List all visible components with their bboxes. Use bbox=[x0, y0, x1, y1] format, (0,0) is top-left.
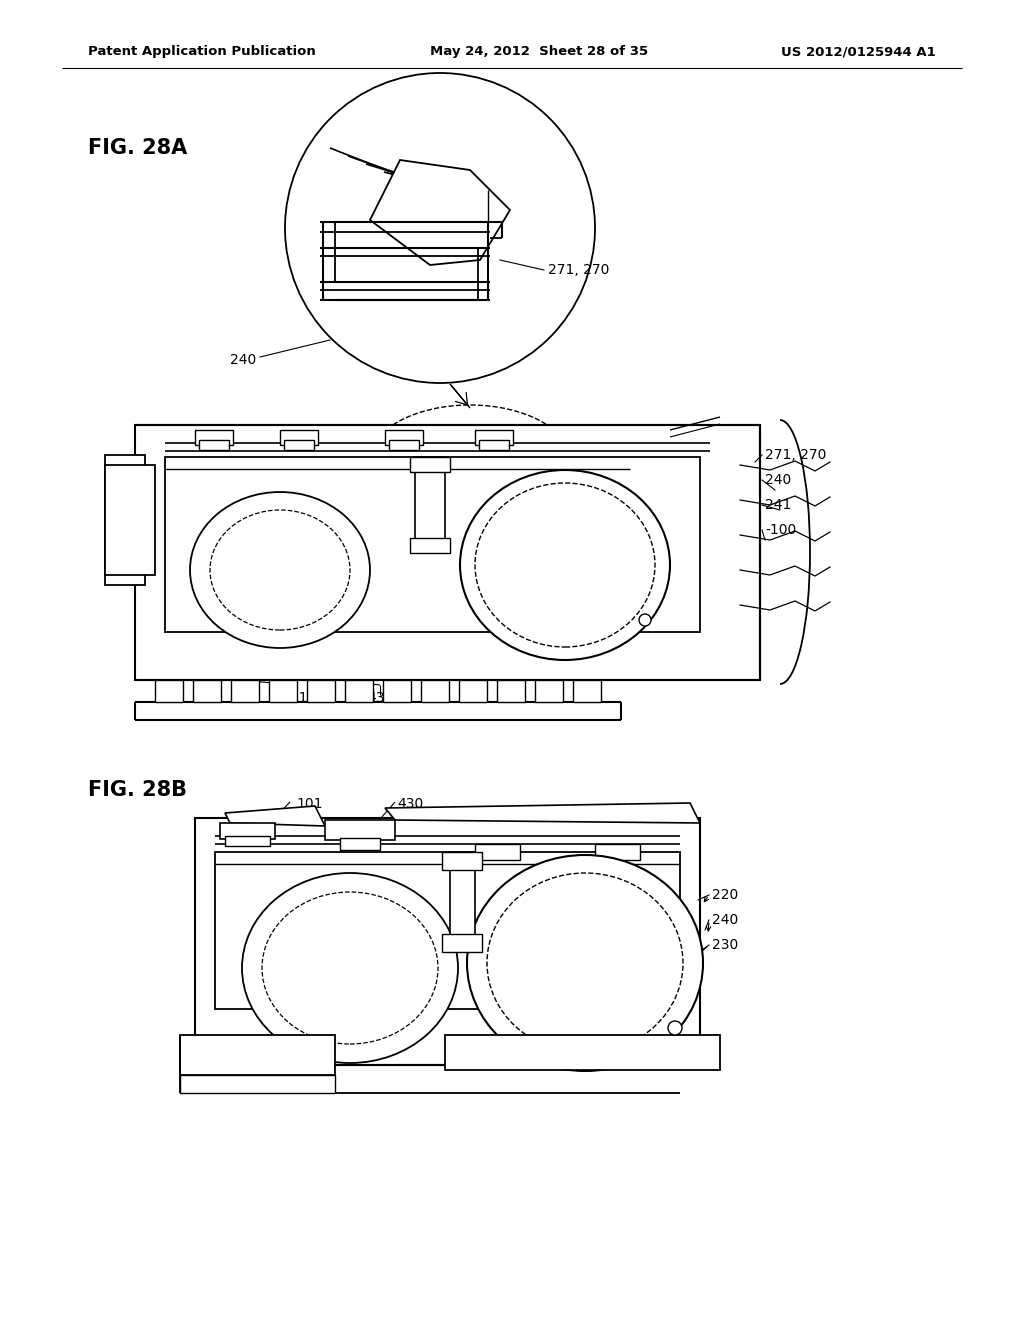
Bar bbox=[595, 843, 640, 861]
Ellipse shape bbox=[285, 73, 595, 383]
Bar bbox=[231, 680, 259, 702]
Text: US 2012/0125944 A1: US 2012/0125944 A1 bbox=[781, 45, 936, 58]
Ellipse shape bbox=[262, 892, 438, 1044]
Ellipse shape bbox=[190, 492, 370, 648]
Ellipse shape bbox=[210, 510, 350, 630]
Bar bbox=[225, 836, 270, 846]
Ellipse shape bbox=[467, 855, 703, 1071]
Bar bbox=[450, 851, 475, 952]
Ellipse shape bbox=[460, 470, 670, 660]
Bar bbox=[442, 935, 482, 952]
Ellipse shape bbox=[487, 873, 683, 1053]
Bar bbox=[193, 680, 221, 702]
Text: 240: 240 bbox=[765, 473, 792, 487]
Ellipse shape bbox=[639, 614, 651, 626]
Bar bbox=[573, 680, 601, 702]
Ellipse shape bbox=[475, 483, 655, 647]
Bar bbox=[284, 440, 314, 450]
Text: May 24, 2012  Sheet 28 of 35: May 24, 2012 Sheet 28 of 35 bbox=[430, 45, 648, 58]
Text: 430: 430 bbox=[397, 797, 423, 810]
Text: 271, 270: 271, 270 bbox=[548, 263, 609, 277]
Text: -100: -100 bbox=[765, 523, 797, 537]
Bar bbox=[220, 822, 275, 840]
Bar bbox=[385, 430, 423, 445]
Polygon shape bbox=[370, 160, 510, 265]
Ellipse shape bbox=[242, 873, 458, 1063]
Bar bbox=[415, 457, 445, 553]
Bar bbox=[497, 680, 525, 702]
Text: 241: 241 bbox=[765, 498, 792, 512]
Bar bbox=[105, 465, 155, 576]
Bar bbox=[325, 820, 395, 840]
Bar bbox=[199, 440, 229, 450]
Bar bbox=[445, 1035, 720, 1071]
Text: 430: 430 bbox=[367, 690, 393, 705]
Bar bbox=[459, 680, 487, 702]
Bar bbox=[345, 680, 373, 702]
Bar bbox=[410, 539, 450, 553]
Bar bbox=[410, 457, 450, 473]
Bar bbox=[165, 457, 700, 632]
Text: FIG. 28B: FIG. 28B bbox=[88, 780, 187, 800]
Bar bbox=[135, 425, 760, 680]
Text: 101: 101 bbox=[282, 690, 308, 705]
Polygon shape bbox=[385, 803, 700, 822]
Bar bbox=[389, 440, 419, 450]
Bar bbox=[180, 1074, 335, 1093]
Bar bbox=[307, 680, 335, 702]
Text: 240: 240 bbox=[230, 352, 256, 367]
Ellipse shape bbox=[668, 1020, 682, 1035]
Bar bbox=[340, 838, 380, 850]
Text: 220: 220 bbox=[712, 888, 738, 902]
Bar bbox=[105, 455, 145, 585]
Text: Patent Application Publication: Patent Application Publication bbox=[88, 45, 315, 58]
Bar bbox=[383, 680, 411, 702]
Bar bbox=[215, 851, 680, 1008]
Bar bbox=[195, 818, 700, 1065]
Text: FIG. 28A: FIG. 28A bbox=[88, 139, 187, 158]
Bar bbox=[479, 440, 509, 450]
Text: 101: 101 bbox=[297, 797, 324, 810]
Bar bbox=[155, 680, 183, 702]
Text: b: b bbox=[483, 193, 492, 207]
Bar bbox=[421, 680, 449, 702]
Polygon shape bbox=[225, 807, 325, 826]
Bar bbox=[535, 680, 563, 702]
Bar bbox=[475, 430, 513, 445]
Bar bbox=[269, 680, 297, 702]
Bar bbox=[442, 851, 482, 870]
Bar bbox=[195, 430, 233, 445]
Text: 271, 270: 271, 270 bbox=[765, 447, 826, 462]
Text: 230: 230 bbox=[712, 939, 738, 952]
Text: 240: 240 bbox=[712, 913, 738, 927]
Bar bbox=[280, 430, 318, 445]
Bar bbox=[180, 1035, 335, 1074]
Bar bbox=[475, 843, 520, 861]
